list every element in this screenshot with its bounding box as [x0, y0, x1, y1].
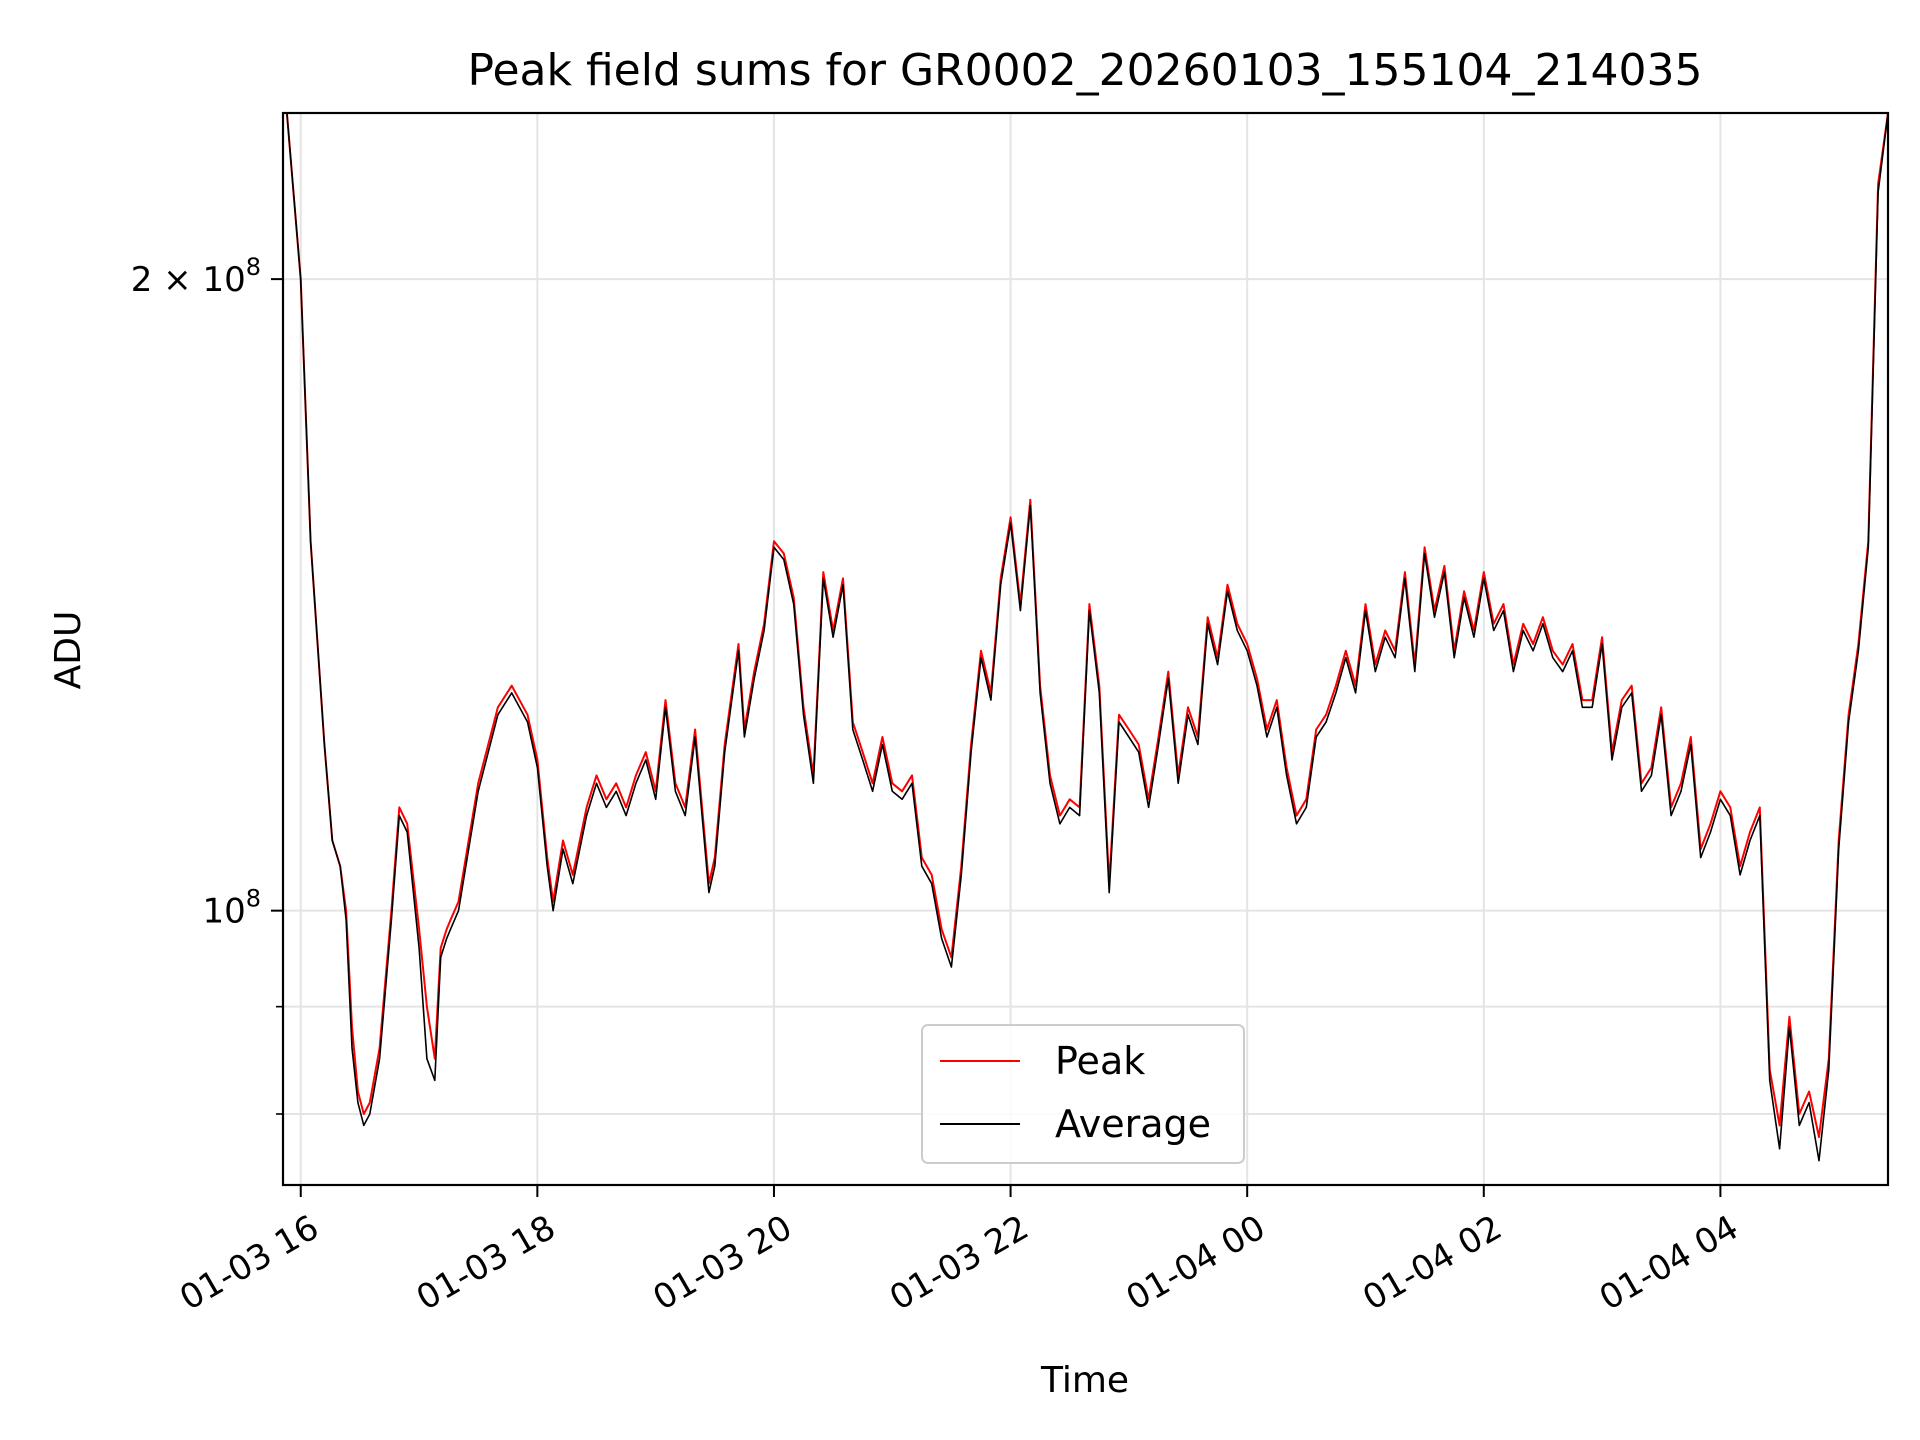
- y-axis-label: ADU: [48, 611, 89, 690]
- series-average-line: [286, 113, 1888, 1162]
- y-tick-mantissa: 2 ×: [131, 260, 203, 300]
- legend-peak-label: Peak: [1055, 1039, 1145, 1083]
- y-tick-label: 2 × 108: [131, 253, 261, 300]
- chart-title: Peak field sums for GR0002_20260103_1551…: [468, 45, 1703, 96]
- legend: Peak Average: [921, 1024, 1245, 1164]
- x-axis-label: Time: [1040, 1360, 1129, 1401]
- y-tick-base: 10: [202, 892, 245, 932]
- y-tick-base: 10: [202, 260, 245, 300]
- y-tick-exponent: 8: [246, 253, 261, 281]
- legend-average-label: Average: [1055, 1102, 1211, 1146]
- plot-series: [285, 113, 1888, 1162]
- y-tick-label: 108: [202, 885, 261, 932]
- plot-area-frame: [281, 111, 1890, 1187]
- legend-box: [921, 1024, 1245, 1164]
- y-tick-exponent: 8: [246, 885, 261, 913]
